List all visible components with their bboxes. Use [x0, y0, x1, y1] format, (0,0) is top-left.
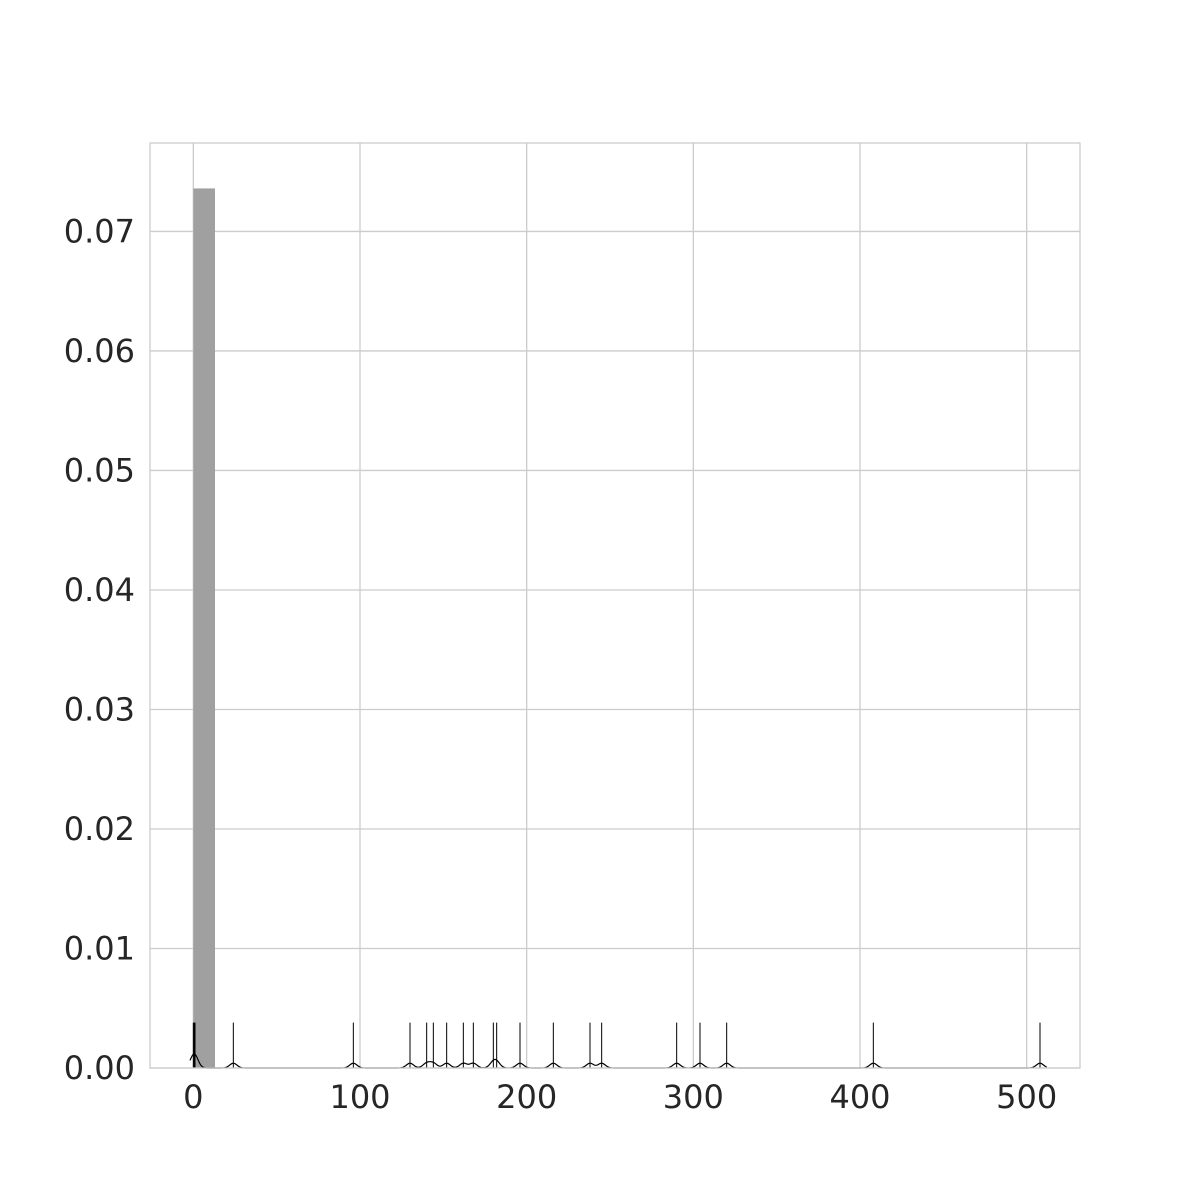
y-axis-tick-labels: 0.00 0.01 0.02 0.03 0.04 0.05 0.06 0.07 — [64, 212, 135, 1087]
y-tick-label-7: 0.07 — [64, 212, 135, 250]
x-tick-label-2: 200 — [496, 1078, 557, 1116]
kde-line — [189, 1053, 1047, 1069]
x-tick-label-1: 100 — [329, 1078, 390, 1116]
x-tick-label-3: 300 — [663, 1078, 724, 1116]
x-axis-tick-labels: 0 100 200 300 400 500 — [183, 1078, 1057, 1116]
histogram-bar-0 — [193, 188, 215, 1068]
y-tick-label-1: 0.01 — [64, 929, 135, 967]
rug-marks — [192, 1022, 1041, 1068]
y-tick-label-4: 0.04 — [64, 571, 135, 609]
x-tick-label-4: 400 — [829, 1078, 890, 1116]
kde-curve — [189, 1053, 1047, 1069]
histogram-bars — [193, 188, 215, 1068]
y-tick-label-3: 0.03 — [64, 690, 135, 728]
x-tick-label-0: 0 — [183, 1078, 203, 1116]
y-tick-label-2: 0.02 — [64, 810, 135, 848]
y-tick-label-5: 0.05 — [64, 451, 135, 489]
grid-lines — [150, 143, 1080, 1069]
y-tick-label-0: 0.00 — [64, 1049, 135, 1087]
plot-frame — [149, 142, 1081, 1069]
y-tick-label-6: 0.06 — [64, 332, 135, 370]
x-tick-label-5: 500 — [996, 1078, 1057, 1116]
